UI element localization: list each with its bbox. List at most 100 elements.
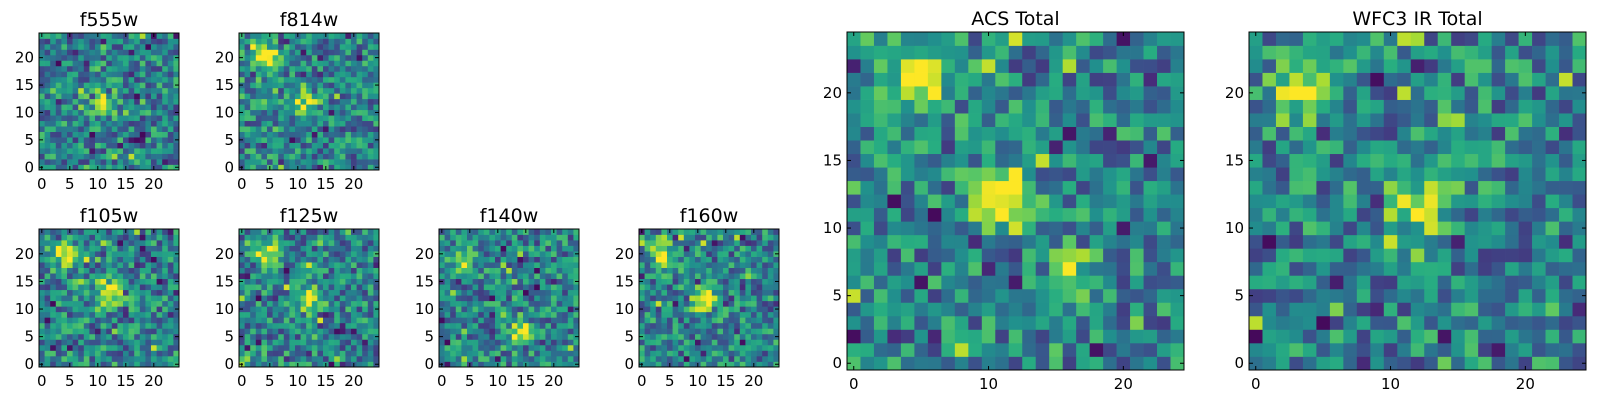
heatmap-cell [167, 115, 174, 122]
heatmap-cell [95, 234, 101, 241]
heatmap-cell [528, 273, 535, 280]
heatmap-cell [334, 87, 341, 94]
heatmap-cell [255, 148, 262, 154]
heatmap-cell [106, 159, 113, 165]
heatmap-cell [461, 361, 468, 368]
heatmap-cell [111, 109, 118, 116]
heatmap-cell [667, 328, 673, 335]
heatmap-cell [506, 229, 513, 235]
heatmap-cell [289, 355, 296, 362]
heatmap-cell [339, 38, 346, 45]
heatmap-cell [661, 355, 668, 362]
heatmap-cell [1076, 194, 1090, 209]
heatmap-cell [995, 261, 1010, 276]
heatmap-cell [511, 267, 518, 274]
heatmap-cell [767, 240, 774, 246]
heatmap-cell [95, 137, 101, 143]
heatmap-cell [472, 306, 479, 313]
heatmap-cell [44, 317, 51, 324]
heatmap-cell [111, 54, 118, 61]
heatmap-cell [78, 43, 85, 50]
panel-title: ACS Total [971, 8, 1059, 30]
heatmap-cell [567, 289, 574, 296]
heatmap-cell [95, 278, 101, 285]
heatmap-cell [914, 248, 929, 263]
heatmap-cell [483, 267, 490, 274]
heatmap-cell [1464, 248, 1479, 263]
heatmap-cell [345, 142, 352, 149]
heatmap-cell [373, 76, 380, 83]
heatmap-cell [1022, 153, 1037, 168]
heatmap-cell [317, 126, 324, 132]
heatmap-cell [300, 344, 307, 351]
heatmap-cell [667, 322, 673, 329]
heatmap-cell [250, 126, 257, 132]
heatmap-cell [44, 300, 51, 307]
heatmap-cell [756, 328, 763, 335]
heatmap-cell [362, 98, 369, 105]
heatmap-cell [117, 131, 124, 138]
heatmap-cell [847, 99, 861, 114]
heatmap-cell [339, 142, 346, 149]
heatmap-cell [672, 273, 679, 280]
heatmap-cell [847, 167, 861, 182]
heatmap-cell [887, 288, 902, 303]
heatmap-cell [334, 322, 341, 329]
heatmap-cell [367, 137, 374, 143]
heatmap-cell [67, 278, 73, 285]
heatmap-cell [1076, 153, 1090, 168]
heatmap-cell [72, 317, 79, 324]
heatmap-cell [981, 207, 996, 222]
heatmap-cell [1130, 207, 1144, 222]
heatmap-cell [323, 256, 329, 263]
heatmap-cell [255, 115, 262, 122]
heatmap-cell [317, 295, 324, 302]
heatmap-cell [711, 344, 718, 351]
heatmap-cell [139, 148, 146, 154]
heatmap-cells [439, 229, 580, 368]
heatmap-cell [295, 317, 301, 324]
heatmap-cell [444, 256, 451, 263]
heatmap-cell [847, 126, 861, 141]
y-tick-label: 20 [823, 84, 842, 102]
heatmap-cell [439, 322, 445, 329]
x-tick-label: 15 [116, 372, 135, 390]
heatmap-cell [455, 256, 462, 263]
heatmap-cell [562, 278, 569, 285]
heatmap-cell [517, 262, 524, 268]
heatmap-cell [1397, 221, 1412, 236]
heatmap-cell [123, 148, 129, 154]
heatmap-cell [1262, 167, 1277, 182]
heatmap-cell [362, 33, 369, 39]
heatmap-cell [345, 82, 352, 89]
heatmap-cell [117, 137, 124, 143]
heatmap-cell [134, 54, 141, 61]
heatmap-cell [44, 93, 51, 100]
heatmap-cell [300, 361, 307, 368]
heatmap-cell [278, 120, 285, 127]
heatmap-cell [283, 93, 290, 100]
heatmap-cell [717, 273, 724, 280]
heatmap-cell [1116, 275, 1131, 290]
heatmap-cell [89, 153, 96, 160]
heatmap-cell [373, 355, 380, 362]
heatmap-cell [1008, 45, 1023, 60]
heatmap-cell [1289, 302, 1304, 317]
heatmap-cell [278, 262, 285, 268]
heatmap-cell [345, 104, 352, 111]
heatmap-cell [55, 65, 62, 72]
heatmap-cell [239, 142, 245, 149]
heatmap-cell [860, 356, 875, 371]
heatmap-cell [1545, 275, 1560, 290]
heatmap-cell [89, 344, 96, 351]
heatmap-cell [751, 284, 757, 291]
heatmap-cell [1103, 234, 1117, 249]
heatmap-cell [89, 115, 96, 122]
heatmap-cell [151, 322, 157, 329]
heatmap-cell [334, 256, 341, 263]
heatmap-cell [123, 71, 129, 78]
heatmap-cell [728, 262, 735, 268]
heatmap-cell [311, 82, 318, 89]
heatmap-cell [751, 278, 757, 285]
heatmap-cell [495, 284, 501, 291]
